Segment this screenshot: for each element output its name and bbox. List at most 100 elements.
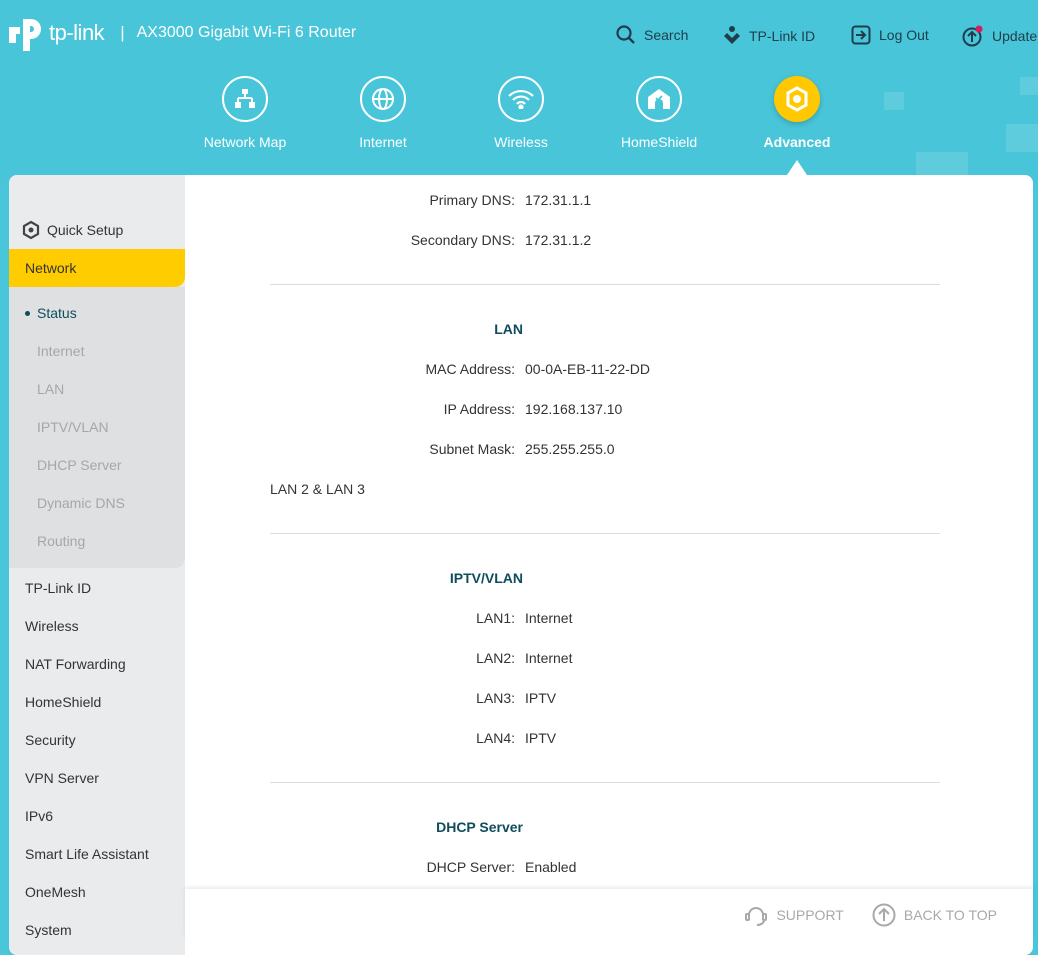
status-content: Primary DNS: 172.31.1.1 Secondary DNS: 172… bbox=[185, 175, 1033, 955]
network-map-icon bbox=[222, 76, 268, 122]
search-button[interactable]: Search bbox=[616, 25, 688, 45]
field-label: LAN4: bbox=[476, 730, 515, 746]
back-to-top-label: BACK TO TOP bbox=[903, 906, 997, 923]
sidebar-item-homeshield[interactable]: HomeShield bbox=[25, 694, 102, 710]
iptv-row: LAN3: IPTV bbox=[185, 690, 1025, 710]
section-title-iptv: IPTV/VLAN bbox=[449, 570, 523, 586]
headset-icon bbox=[745, 906, 768, 926]
network-submenu: Status Internet LAN IPTV/VLAN DHCP Serve… bbox=[9, 287, 185, 568]
primary-dns-row: Primary DNS: 172.31.1.1 bbox=[185, 192, 1025, 212]
support-button[interactable]: SUPPORT bbox=[744, 903, 844, 927]
update-icon bbox=[962, 25, 983, 47]
footer-bar: SUPPORT BACK TO TOP bbox=[185, 889, 1033, 940]
sidebar-item-security[interactable]: Security bbox=[25, 732, 76, 748]
sidebar-item-ipv6[interactable]: IPv6 bbox=[25, 808, 54, 824]
sidebar-item-quick-setup[interactable]: Quick Setup bbox=[9, 211, 185, 249]
mac-value: 00-0A-EB-11-22-DD bbox=[525, 361, 651, 377]
field-label: Primary DNS: bbox=[429, 192, 515, 208]
iptv-row: LAN4: IPTV bbox=[185, 730, 1025, 750]
tab-homeshield[interactable]: HomeShield bbox=[599, 76, 719, 150]
tp-link-logo-icon bbox=[9, 19, 41, 51]
section-title-dhcp: DHCP Server bbox=[436, 819, 523, 835]
tplink-id-label: TP-Link ID bbox=[749, 28, 816, 44]
field-label: Subnet Mask: bbox=[429, 441, 515, 457]
tab-label: Wireless bbox=[494, 134, 548, 150]
tplink-id-button[interactable]: TP-Link ID bbox=[723, 25, 815, 47]
divider bbox=[270, 533, 940, 534]
search-label: Search bbox=[644, 27, 689, 43]
field-label: LAN1: bbox=[476, 610, 515, 626]
main-panel: Quick Setup Network Status Internet LAN … bbox=[9, 175, 1033, 955]
field-label: MAC Address: bbox=[425, 361, 515, 377]
submenu-item-status[interactable]: Status bbox=[25, 294, 77, 332]
dhcp-value: Enabled bbox=[525, 859, 577, 875]
lan-note: LAN 2 & LAN 3 bbox=[270, 481, 365, 497]
sidebar-item-smart-life-assistant[interactable]: Smart Life Assistant bbox=[25, 846, 149, 862]
sidebar-item-network[interactable]: Network bbox=[9, 249, 185, 287]
ip-row: IP Address: 192.168.137.10 bbox=[185, 401, 1025, 421]
mask-row: Subnet Mask: 255.255.255.0 bbox=[185, 441, 1025, 461]
secondary-dns-row: Secondary DNS: 172.31.1.2 bbox=[185, 232, 1025, 252]
logout-label: Log Out bbox=[879, 27, 929, 43]
sidebar-item-onemesh[interactable]: OneMesh bbox=[25, 884, 86, 900]
tab-internet[interactable]: Internet bbox=[323, 76, 443, 150]
iptv-row: LAN2: Internet bbox=[185, 650, 1025, 670]
decoration bbox=[884, 92, 904, 110]
field-value: Internet bbox=[525, 650, 573, 666]
primary-dns-value: 172.31.1.1 bbox=[525, 192, 592, 208]
submenu-item-dhcp-server[interactable]: DHCP Server bbox=[37, 457, 122, 473]
quick-setup-icon bbox=[22, 220, 40, 240]
tp-link-logo[interactable]: tp-link | AX3000 Gigabit Wi-Fi 6 Router bbox=[9, 15, 356, 51]
ip-value: 192.168.137.10 bbox=[525, 401, 623, 417]
tab-label: Advanced bbox=[763, 134, 831, 150]
homeshield-icon bbox=[636, 76, 682, 122]
sidebar-item-tplink-id[interactable]: TP-Link ID bbox=[25, 580, 92, 596]
dhcp-row: DHCP Server: Enabled bbox=[185, 859, 1025, 879]
gear-icon bbox=[774, 76, 820, 122]
tab-network-map[interactable]: Network Map bbox=[185, 76, 305, 150]
tab-wireless[interactable]: Wireless bbox=[461, 76, 581, 150]
sidebar-item-vpn-server[interactable]: VPN Server bbox=[25, 770, 99, 786]
active-tab-pointer bbox=[787, 160, 807, 175]
tab-label: Internet bbox=[359, 134, 407, 150]
field-label: DHCP Server: bbox=[426, 859, 515, 875]
decoration bbox=[1020, 77, 1038, 95]
back-to-top-button[interactable]: BACK TO TOP bbox=[872, 903, 997, 927]
divider bbox=[270, 782, 940, 783]
wifi-icon bbox=[498, 76, 544, 122]
sidebar-item-wireless[interactable]: Wireless bbox=[25, 618, 79, 634]
sidebar-item-label: Network bbox=[25, 260, 77, 276]
logout-icon bbox=[851, 25, 871, 45]
submenu-item-internet[interactable]: Internet bbox=[37, 343, 85, 359]
tab-label: Network Map bbox=[203, 134, 287, 150]
field-label: IP Address: bbox=[443, 401, 515, 417]
sidebar-item-nat-forwarding[interactable]: NAT Forwarding bbox=[25, 656, 126, 672]
divider bbox=[270, 284, 940, 285]
tab-label: HomeShield bbox=[620, 134, 698, 150]
secondary-dns-value: 172.31.1.2 bbox=[525, 232, 592, 248]
update-button[interactable]: Update bbox=[962, 25, 1037, 47]
brand-name: tp-link bbox=[49, 20, 105, 45]
sidebar-item-system[interactable]: System bbox=[25, 922, 72, 938]
logout-button[interactable]: Log Out bbox=[851, 25, 929, 45]
sidebar-item-label: Quick Setup bbox=[47, 222, 124, 238]
submenu-item-dynamic-dns[interactable]: Dynamic DNS bbox=[37, 495, 125, 511]
model-name: AX3000 Gigabit Wi-Fi 6 Router bbox=[136, 24, 357, 41]
header: tp-link | AX3000 Gigabit Wi-Fi 6 Router … bbox=[0, 0, 1038, 185]
field-label: Secondary DNS: bbox=[410, 232, 515, 248]
mac-row: MAC Address: 00-0A-EB-11-22-DD bbox=[185, 361, 1025, 381]
field-value: IPTV bbox=[525, 690, 557, 706]
update-label: Update bbox=[992, 28, 1038, 44]
iptv-row: LAN1: Internet bbox=[185, 610, 1025, 630]
submenu-item-iptv-vlan[interactable]: IPTV/VLAN bbox=[37, 419, 109, 435]
tab-advanced[interactable]: Advanced bbox=[737, 76, 857, 150]
separator: | bbox=[120, 23, 125, 42]
search-icon bbox=[616, 25, 635, 44]
sidebar: Quick Setup Network Status Internet LAN … bbox=[9, 175, 185, 955]
submenu-item-lan[interactable]: LAN bbox=[37, 381, 65, 397]
arrow-up-circle-icon bbox=[872, 903, 896, 926]
field-label: LAN2: bbox=[476, 650, 515, 666]
submenu-item-routing[interactable]: Routing bbox=[37, 533, 86, 549]
mask-value: 255.255.255.0 bbox=[525, 441, 615, 457]
globe-icon bbox=[360, 76, 406, 122]
